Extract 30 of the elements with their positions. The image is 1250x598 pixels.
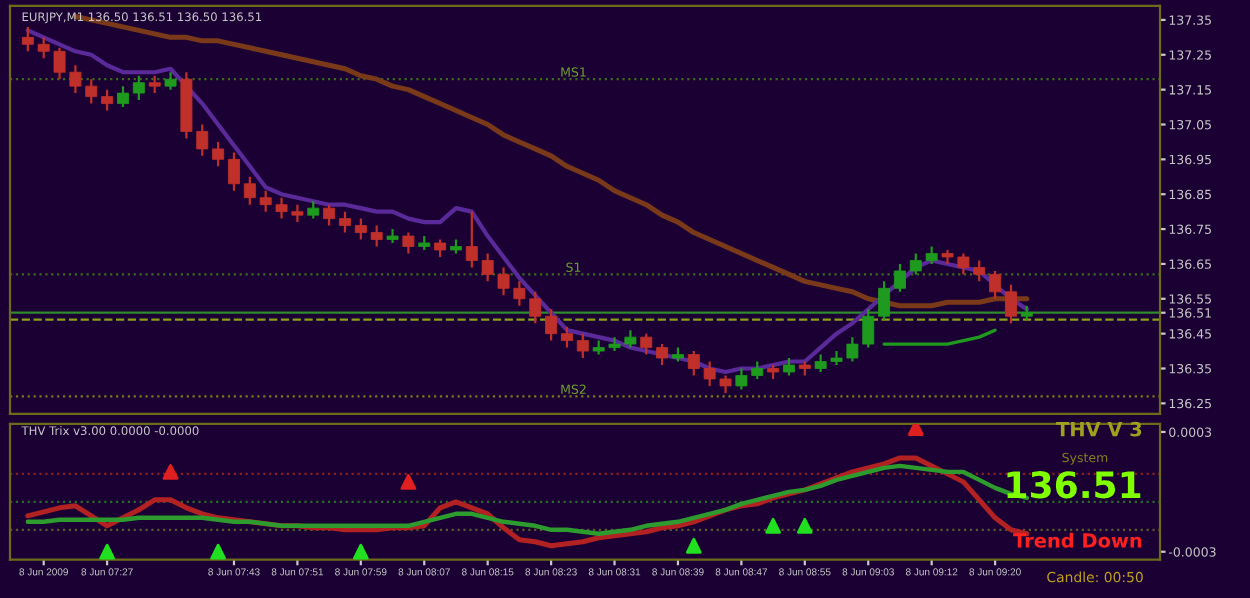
candlestick	[545, 308, 558, 342]
point	[765, 517, 781, 534]
point	[907, 423, 924, 436]
point	[210, 543, 227, 560]
candlestick	[101, 88, 114, 112]
candlestick	[893, 262, 906, 293]
annotation: Trend Down	[1013, 532, 1142, 548]
point	[352, 543, 369, 560]
point	[685, 537, 702, 554]
candlestick	[576, 332, 589, 360]
candlestick	[1004, 283, 1017, 325]
candlestick	[656, 342, 669, 367]
point	[400, 473, 417, 490]
candlestick	[989, 269, 1002, 300]
candlestick	[132, 74, 145, 102]
candlestick	[212, 140, 225, 168]
point	[796, 517, 813, 534]
annotation: 136.51	[1007, 471, 1141, 499]
candlestick	[323, 203, 336, 227]
candlestick	[339, 210, 351, 234]
candlestick	[402, 231, 415, 255]
candlestick	[228, 151, 240, 192]
line-series	[882, 328, 997, 346]
text: THV V 3	[1056, 421, 1142, 437]
candlestick	[117, 85, 129, 109]
candlestick	[640, 332, 653, 356]
point	[99, 543, 116, 560]
point	[162, 463, 179, 480]
candlestick	[878, 280, 891, 321]
candlestick	[560, 325, 573, 349]
